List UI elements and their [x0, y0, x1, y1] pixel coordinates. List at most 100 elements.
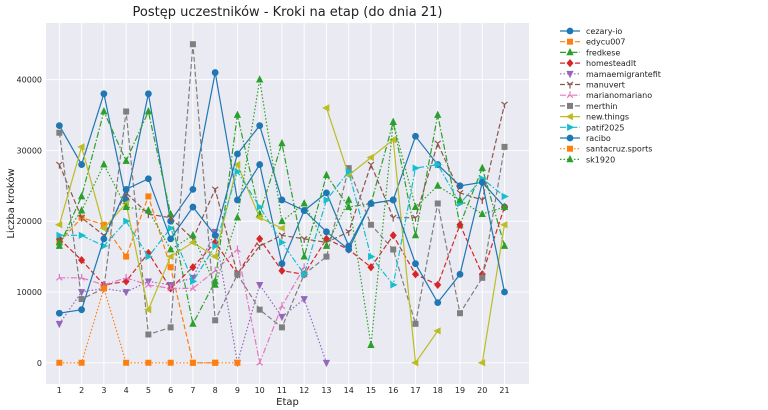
data-point: [55, 320, 64, 329]
legend-label: patif2025: [586, 123, 625, 132]
data-point: [144, 175, 152, 183]
legend-marker: [566, 81, 574, 89]
data-point: [501, 288, 508, 296]
data-point: [501, 192, 509, 201]
data-point: [279, 238, 287, 247]
data-point: [256, 234, 264, 244]
series-line: [58, 194, 216, 364]
data-point: [78, 214, 85, 222]
legend-marker: [566, 58, 574, 68]
data-point: [323, 228, 330, 236]
data-point: [367, 200, 375, 207]
data-point: [56, 129, 63, 136]
data-point: [323, 196, 331, 204]
x-tick-label: 6: [168, 386, 173, 395]
data-point: [189, 185, 197, 193]
data-point: [77, 206, 86, 214]
legend-label: new.things: [586, 113, 629, 122]
legend-marker: [567, 38, 574, 45]
data-point: [233, 213, 242, 221]
data-point: [300, 207, 308, 214]
data-point: [189, 230, 197, 239]
data-point: [456, 220, 464, 229]
legend-label: santacruz.sports: [586, 145, 652, 154]
data-point: [411, 230, 420, 239]
legend-item: edycu007: [560, 38, 625, 47]
x-tick-label: 19: [455, 386, 465, 395]
legend-item: patif2025: [560, 123, 625, 132]
x-tick-label: 21: [499, 386, 509, 395]
legend-item: santacruz.sports: [560, 145, 652, 154]
data-point: [145, 280, 152, 288]
data-point: [78, 296, 85, 303]
data-point: [55, 122, 63, 130]
data-point: [234, 167, 242, 176]
data-point: [500, 202, 509, 210]
data-point: [256, 75, 264, 83]
series-patif2025: [56, 160, 509, 289]
data-point: [122, 156, 130, 164]
legend-label: racibo: [586, 134, 611, 143]
data-point: [322, 241, 331, 249]
data-point: [78, 231, 87, 240]
y-tick-label: 40000: [17, 76, 42, 85]
legend-label: sk1920: [586, 155, 615, 164]
x-tick-label: 20: [477, 386, 487, 395]
legend-label: marianomariano: [586, 91, 652, 100]
data-point: [256, 122, 264, 130]
legend-marker: [566, 91, 574, 99]
data-point: [167, 324, 174, 331]
x-tick-label: 8: [213, 386, 218, 395]
legend-marker: [566, 27, 574, 35]
data-point: [411, 202, 420, 210]
legend-marker: [566, 48, 574, 56]
legend-marker: [567, 145, 574, 152]
legend-item: merthin: [560, 102, 618, 111]
data-point: [367, 221, 374, 228]
data-point: [234, 271, 241, 278]
x-tick-label: 10: [255, 386, 265, 395]
data-point: [278, 324, 285, 331]
legend-item: mamaemigrantefit: [560, 70, 661, 79]
data-point: [189, 263, 197, 272]
data-point: [234, 359, 241, 366]
data-point: [211, 280, 219, 288]
legend-item: fredkese: [560, 48, 620, 57]
x-tick-label: 9: [235, 386, 240, 395]
data-point: [367, 263, 375, 272]
data-point: [123, 108, 130, 115]
legend-label: fredkese: [586, 48, 620, 57]
legend-label: edycu007: [586, 38, 625, 47]
legend-item: marianomariano: [560, 91, 652, 100]
x-tick-label: 2: [79, 386, 84, 395]
data-point: [322, 104, 330, 112]
data-point: [123, 217, 131, 225]
data-point: [211, 69, 219, 76]
legend-item: new.things: [560, 113, 629, 122]
x-tick-label: 16: [388, 386, 398, 395]
data-point: [100, 235, 108, 243]
data-point: [278, 266, 286, 275]
data-point: [167, 359, 174, 366]
y-tick-label: 30000: [17, 146, 42, 155]
data-point: [411, 270, 420, 279]
data-point: [256, 358, 264, 366]
data-point: [322, 170, 331, 179]
y-axis-label: Liczba kroków: [5, 168, 17, 238]
data-point: [54, 221, 63, 229]
data-point: [123, 253, 130, 260]
data-point: [434, 140, 442, 148]
data-point: [55, 238, 64, 246]
data-point: [434, 181, 442, 189]
data-point: [300, 199, 308, 207]
data-point: [300, 252, 308, 260]
x-tick-label: 4: [124, 386, 129, 395]
x-tick-label: 12: [299, 386, 309, 395]
data-point: [55, 161, 63, 169]
legend-marker: [567, 102, 574, 109]
data-point: [56, 359, 63, 366]
data-point: [144, 107, 153, 115]
data-point: [500, 241, 509, 249]
